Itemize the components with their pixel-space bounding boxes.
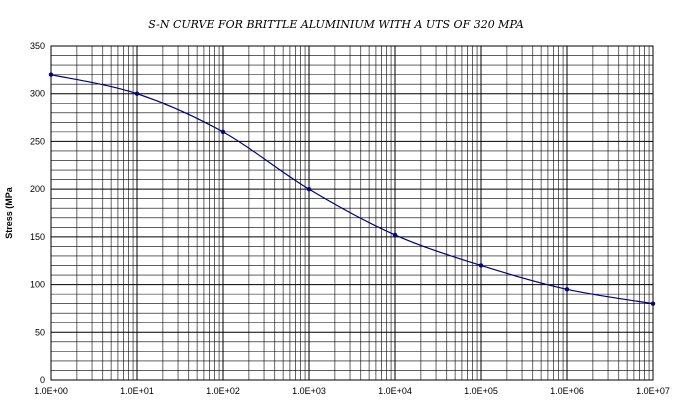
y-tick-label: 50 xyxy=(35,327,45,337)
y-tick-label: 150 xyxy=(30,232,45,242)
data-point xyxy=(650,301,656,306)
plot-frame xyxy=(50,45,654,381)
data-point xyxy=(306,186,312,192)
y-tick-label: 0 xyxy=(40,375,45,385)
data-point xyxy=(48,72,54,77)
y-tick-label: 300 xyxy=(30,89,45,99)
data-point xyxy=(392,232,398,238)
y-tick-label: 200 xyxy=(30,184,45,194)
series-line xyxy=(50,74,654,305)
x-tick-label: 1.0E+02 xyxy=(206,386,240,396)
data-point xyxy=(134,91,140,96)
x-tick-label: 1.0E+07 xyxy=(636,386,670,396)
data-point xyxy=(564,287,570,292)
y-tick-label: 100 xyxy=(30,280,45,290)
x-tick-label: 1.0E+01 xyxy=(120,386,154,396)
x-tick-label: 1.0E+06 xyxy=(550,386,584,396)
x-tick-label: 1.0E+03 xyxy=(292,386,326,396)
x-tick-labels: 1.0E+00 1.0E+01 1.0E+02 1.0E+03 1.0E+04 1.0E+… xyxy=(34,386,670,396)
series-layer xyxy=(48,72,656,306)
x-tick-label: 1.0E+00 xyxy=(34,386,68,396)
data-point xyxy=(220,129,226,135)
x-tick-label: 1.0E+05 xyxy=(464,386,498,396)
x-tick-label: 1.0E+04 xyxy=(378,386,412,396)
grid-minor xyxy=(51,46,653,380)
y-tick-labels: 0 50 100 150 200 250 300 350 xyxy=(30,41,45,385)
y-axis-label: Stress (MPa xyxy=(4,186,14,239)
y-tick-label: 250 xyxy=(30,136,45,146)
data-point xyxy=(478,263,484,268)
y-tick-label: 350 xyxy=(30,41,45,51)
chart-title: S-N CURVE FOR BRITTLE ALUMINIUM WITH A U… xyxy=(148,18,524,31)
